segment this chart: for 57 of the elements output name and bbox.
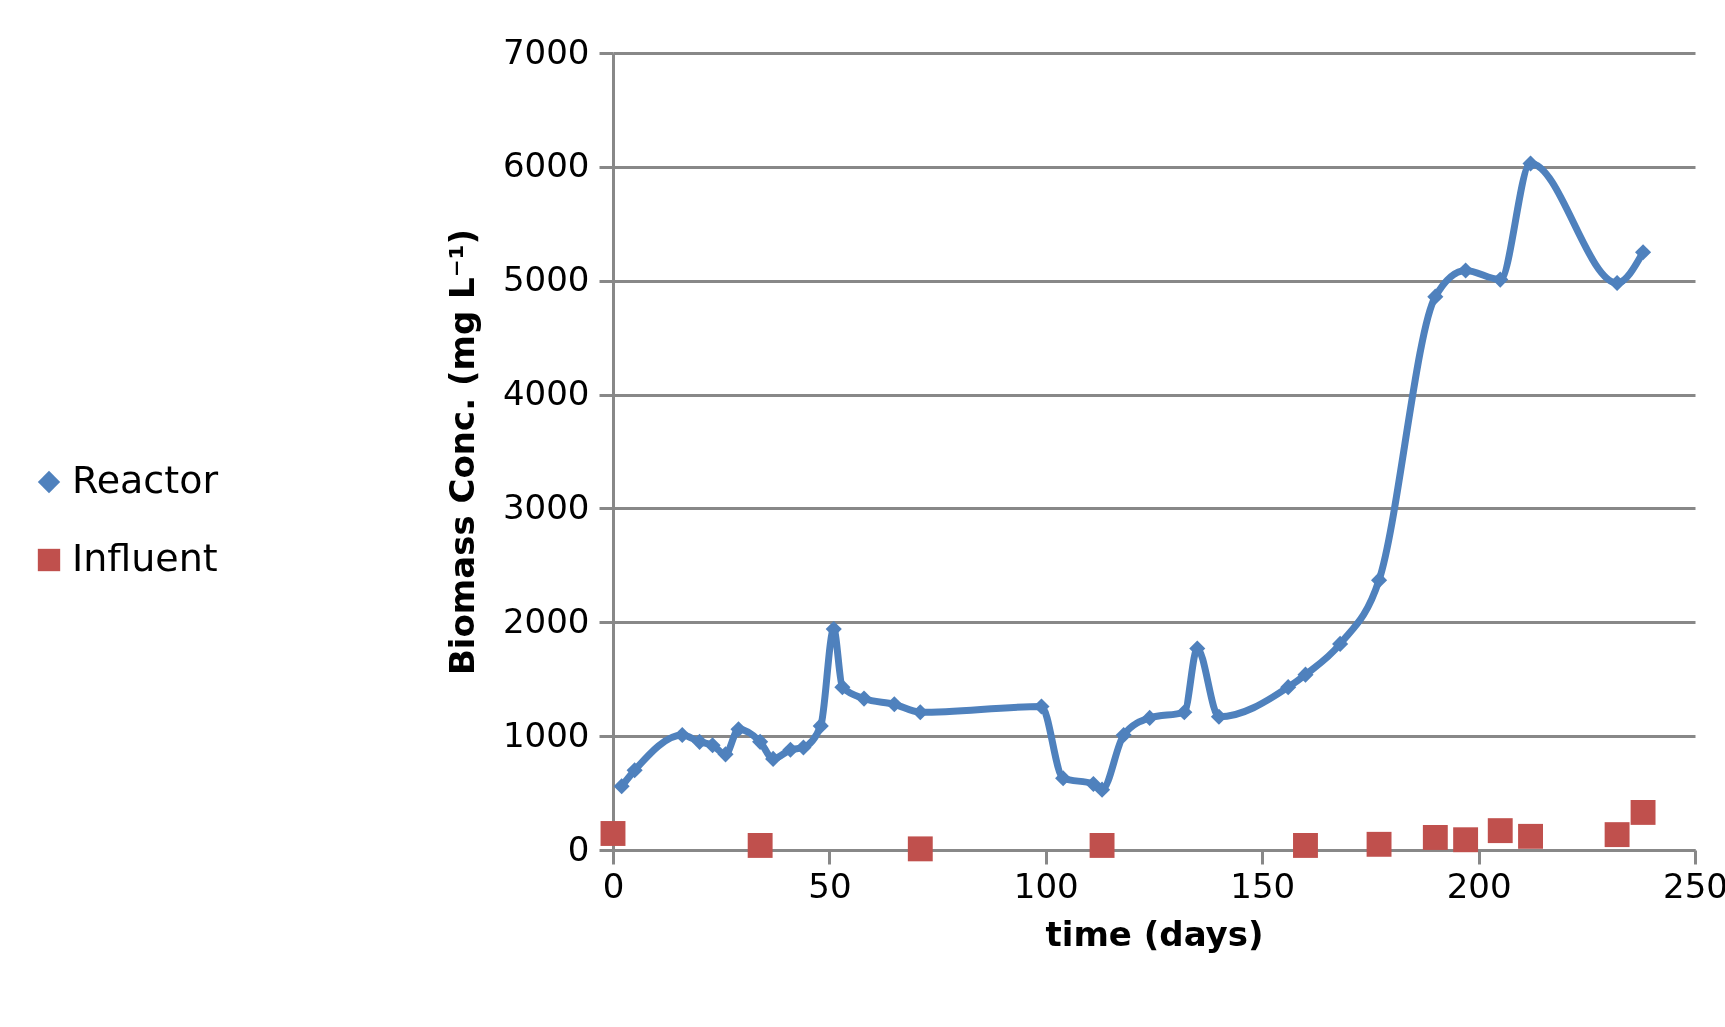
x-axis-title: time (days) bbox=[1045, 913, 1264, 954]
x-tick-label: 0 bbox=[602, 865, 625, 906]
point bbox=[626, 762, 643, 779]
point bbox=[1280, 679, 1297, 696]
x-tick-label: 150 bbox=[1230, 865, 1296, 906]
point bbox=[1518, 823, 1543, 849]
point bbox=[613, 778, 630, 795]
point bbox=[704, 737, 721, 754]
point bbox=[691, 733, 708, 750]
point bbox=[600, 821, 626, 846]
point bbox=[717, 746, 734, 763]
point bbox=[886, 696, 903, 713]
point bbox=[1635, 244, 1652, 261]
point bbox=[1115, 726, 1132, 744]
y-tick-label: 3000 bbox=[502, 486, 590, 527]
point bbox=[674, 726, 691, 744]
point bbox=[1085, 775, 1102, 793]
point bbox=[1094, 781, 1111, 798]
point bbox=[1332, 635, 1349, 652]
point bbox=[1370, 572, 1388, 589]
y-tick-label: 0 bbox=[567, 828, 590, 869]
point bbox=[752, 733, 769, 750]
x-tick-label: 250 bbox=[1663, 865, 1725, 906]
point bbox=[1609, 274, 1626, 292]
point bbox=[1427, 288, 1444, 305]
y-tick-label: 1000 bbox=[502, 714, 590, 755]
point bbox=[1422, 825, 1448, 850]
point bbox=[1297, 666, 1314, 683]
point bbox=[812, 717, 829, 734]
point bbox=[1055, 770, 1072, 787]
point bbox=[1089, 833, 1115, 858]
point bbox=[855, 690, 873, 707]
point bbox=[747, 833, 773, 858]
y-tick-label: 6000 bbox=[502, 145, 590, 186]
point bbox=[1366, 831, 1392, 857]
legend-label: Influent bbox=[72, 536, 218, 580]
point bbox=[1604, 822, 1630, 848]
point bbox=[1293, 833, 1318, 858]
point bbox=[1176, 704, 1193, 721]
y-tick-label: 4000 bbox=[502, 373, 590, 414]
point bbox=[1487, 818, 1513, 844]
legend-label: Reactor bbox=[72, 458, 219, 502]
point bbox=[1522, 155, 1539, 172]
x-tick-label: 100 bbox=[1013, 865, 1079, 906]
y-axis-title: Biomass Conc. (mg L⁻¹) bbox=[441, 228, 482, 676]
y-tick-label: 7000 bbox=[502, 31, 590, 72]
point bbox=[795, 739, 812, 756]
x-tick-label: 50 bbox=[808, 865, 852, 906]
point bbox=[1630, 799, 1656, 825]
x-tick-label: 200 bbox=[1446, 865, 1512, 906]
point bbox=[765, 750, 782, 767]
point bbox=[907, 836, 933, 862]
y-tick-label: 5000 bbox=[502, 259, 590, 300]
y-tick-label: 2000 bbox=[502, 600, 590, 641]
point bbox=[834, 679, 851, 696]
point bbox=[1453, 827, 1479, 853]
point bbox=[1141, 709, 1158, 726]
